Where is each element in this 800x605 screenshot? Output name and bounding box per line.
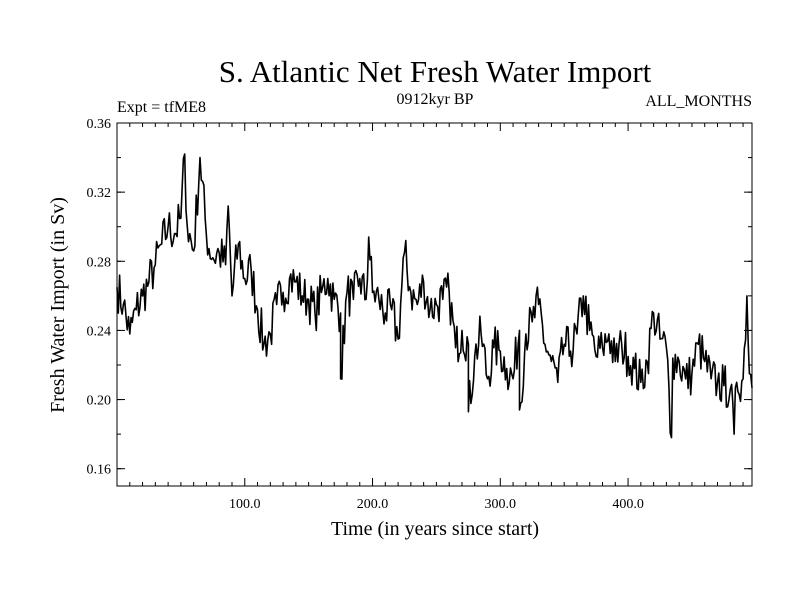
chart-subtitle-months: ALL_MONTHS: [645, 93, 752, 110]
x-tick-label: 100.0: [229, 497, 261, 512]
x-tick-label: 200.0: [357, 497, 389, 512]
x-axis-label: Time (in years since start): [331, 518, 539, 540]
y-tick-label: 0.32: [87, 186, 112, 201]
y-tick-label: 0.24: [87, 324, 112, 339]
plot-frame: [116, 122, 753, 487]
chart-title: S. Atlantic Net Fresh Water Import: [219, 54, 652, 89]
y-tick-label: 0.20: [87, 394, 112, 409]
series-line: [116, 153, 753, 439]
y-axis-label: Fresh Water Import (in Sv): [47, 197, 69, 413]
y-tick-label: 0.36: [87, 117, 112, 132]
x-tick-label: 300.0: [485, 497, 517, 512]
x-tick-label: 400.0: [612, 497, 644, 512]
chart-subtitle-period: 0912kyr BP: [397, 91, 474, 108]
chart-subtitle-experiment: Expt = tfME8: [117, 99, 206, 116]
y-tick-label: 0.16: [87, 463, 112, 478]
y-tick-label: 0.28: [87, 255, 112, 270]
